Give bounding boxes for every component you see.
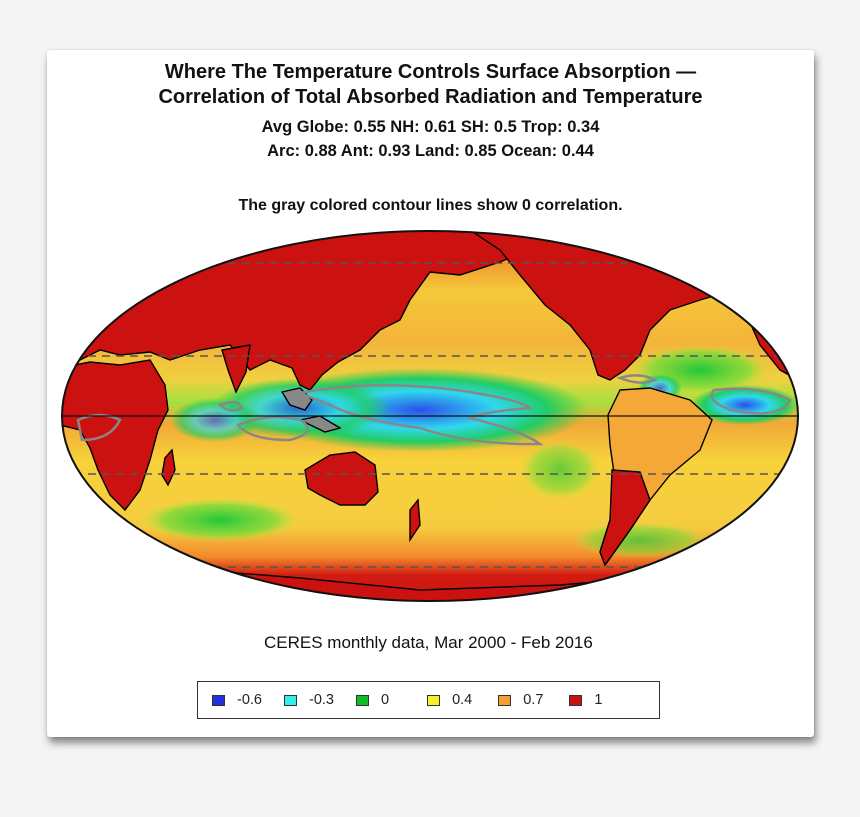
stats-line1: Avg Globe: 0.55 NH: 0.61 SH: 0.5 Trop: 0… xyxy=(261,118,600,136)
legend-swatch xyxy=(427,694,441,706)
legend-label: -0.6 xyxy=(237,692,262,708)
chart-title-line2: Correlation of Total Absorbed Radiation … xyxy=(158,86,703,108)
legend-item: 1 xyxy=(569,692,603,708)
legend-swatch xyxy=(569,694,583,706)
legend-swatch xyxy=(356,694,369,706)
legend-label: 0.7 xyxy=(523,692,544,708)
legend-item: 0.4 xyxy=(427,692,472,708)
correlation-map xyxy=(61,230,799,602)
color-legend: -0.6 -0.3 0 0.4 0.7 1 xyxy=(197,681,660,719)
legend-swatch xyxy=(498,694,512,706)
data-source-caption: CERES monthly data, Mar 2000 - Feb 2016 xyxy=(264,633,593,652)
legend-label: 0 xyxy=(381,692,390,708)
map-border xyxy=(61,230,799,602)
figure-card: Where The Temperature Controls Surface A… xyxy=(47,50,814,737)
stats-line2: Arc: 0.88 Ant: 0.93 Land: 0.85 Ocean: 0.… xyxy=(267,142,594,160)
legend-item: -0.3 xyxy=(284,692,334,708)
legend-item: 0.7 xyxy=(498,692,543,708)
legend-label: 1 xyxy=(594,692,603,708)
legend-label: 0.4 xyxy=(452,692,473,708)
contour-note: The gray colored contour lines show 0 co… xyxy=(238,197,623,214)
legend-label: -0.3 xyxy=(309,692,334,708)
legend-item: -0.6 xyxy=(212,692,262,708)
legend-swatch xyxy=(212,694,225,706)
legend-swatch xyxy=(284,694,297,706)
zero-contours xyxy=(76,374,792,446)
chart-title-line1: Where The Temperature Controls Surface A… xyxy=(164,61,697,83)
map-field xyxy=(62,231,798,601)
legend-item: 0 xyxy=(356,692,389,708)
